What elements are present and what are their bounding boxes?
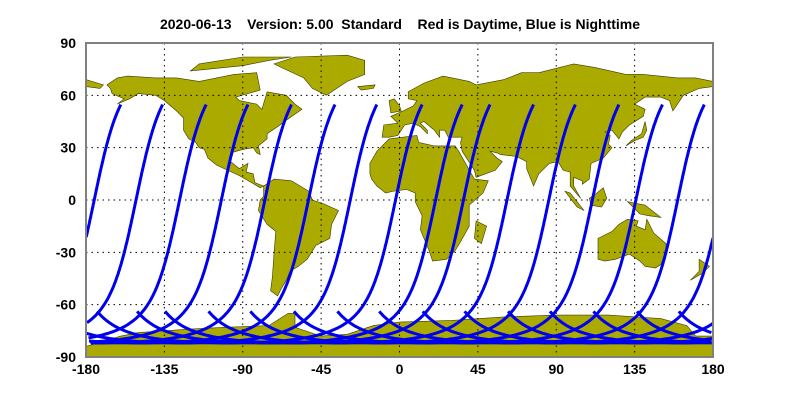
land-chukotka	[86, 79, 104, 89]
x-tick-label: -180	[72, 361, 100, 377]
x-tick-label: 0	[396, 361, 404, 377]
y-tick-label: -90	[56, 349, 76, 365]
orbit-track-segment	[91, 103, 293, 345]
orbit-track-segment	[548, 310, 712, 345]
land-iceland	[357, 84, 376, 91]
land-eurasia	[381, 63, 713, 199]
orbit-tracks	[86, 103, 713, 345]
orbit-track-segment	[90, 103, 250, 344]
orbit-track-segment	[88, 103, 208, 340]
y-tick-label: -60	[56, 297, 76, 313]
grid-lines	[86, 43, 713, 357]
orbit-track-segment	[86, 103, 379, 345]
land-sumatra	[564, 190, 585, 211]
y-tick-label: 0	[68, 192, 76, 208]
orbit-track-segment	[677, 310, 712, 335]
orbit-track-segment	[86, 103, 164, 324]
x-tick-label: -45	[311, 361, 331, 377]
y-tick-label: -30	[56, 244, 76, 260]
x-tick-label: -135	[150, 361, 178, 377]
y-tick-label: 60	[60, 87, 76, 103]
plot-frame	[85, 42, 714, 358]
land-uk	[388, 98, 402, 114]
orbit-track-segment	[635, 310, 712, 343]
map-title: 2020-06-13 Version: 5.00 Standard Red is…	[159, 16, 641, 32]
x-tick-label: 180	[701, 361, 725, 377]
land-africa	[369, 135, 489, 262]
orbit-track-segment	[86, 103, 123, 238]
land-madagascar	[474, 220, 487, 245]
land-japan	[625, 121, 648, 147]
land-greenland	[273, 54, 366, 96]
x-tick-label: 135	[623, 361, 647, 377]
x-tick-label: 45	[470, 361, 486, 377]
orbit-track-segment	[378, 103, 706, 345]
x-tick-label: 90	[548, 361, 564, 377]
orbit-track-segment	[88, 103, 337, 345]
y-tick-label: 30	[60, 140, 76, 156]
y-tick-label: 90	[60, 35, 76, 51]
x-tick-label: -90	[233, 361, 253, 377]
orbit-track-segment	[592, 310, 712, 345]
